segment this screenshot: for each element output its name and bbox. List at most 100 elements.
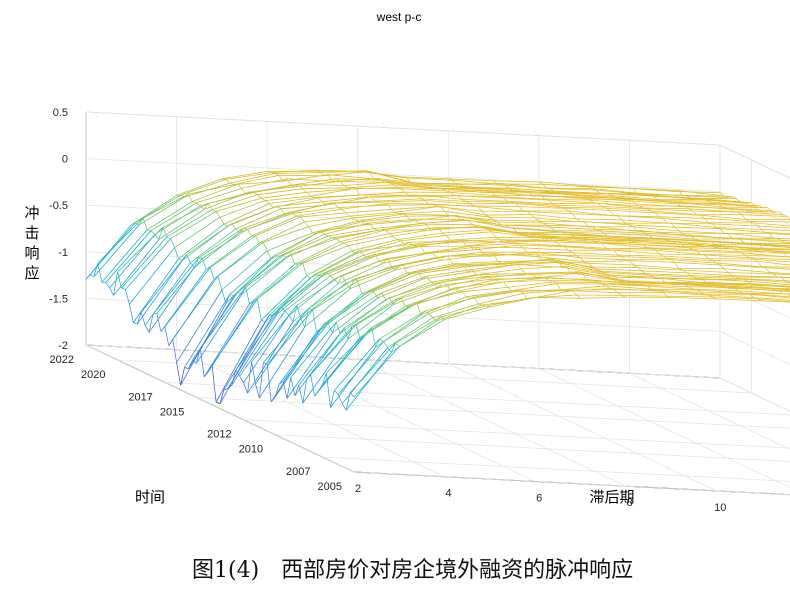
surface-edge xyxy=(280,204,327,210)
figure-caption: 图1(4) 西部房价对房企境外融资的脉冲响应 xyxy=(192,558,634,583)
surface-edge xyxy=(375,198,421,202)
surface-edge xyxy=(298,184,345,186)
surface-edge xyxy=(375,255,380,262)
surface-edge xyxy=(225,179,230,184)
surface-edge xyxy=(424,200,471,205)
surface-edge xyxy=(511,239,516,244)
surface-edge xyxy=(125,238,171,290)
surface-edge xyxy=(335,238,341,242)
surface-edge xyxy=(125,289,130,305)
surface-edge xyxy=(401,188,447,192)
surface-edge xyxy=(337,341,384,395)
surface-edge xyxy=(714,244,760,246)
surface-edge xyxy=(300,318,306,328)
surface-edge xyxy=(353,213,400,219)
surface-edge xyxy=(178,223,225,260)
z-grid-line xyxy=(719,377,790,412)
surface-edge xyxy=(588,262,634,266)
surface-edge xyxy=(580,257,626,261)
surface-edge xyxy=(345,212,351,217)
surface-edge xyxy=(511,202,557,206)
surface-edge xyxy=(737,251,784,253)
surface-edge xyxy=(564,208,610,211)
surface-edge xyxy=(444,210,490,218)
surface-edge xyxy=(255,318,302,385)
surface-edge xyxy=(471,269,477,276)
surface-edge xyxy=(753,297,790,301)
surface-edge xyxy=(351,187,398,190)
surface-edge xyxy=(552,202,599,205)
surface-edge xyxy=(584,185,630,189)
surface-edge xyxy=(442,229,488,234)
surface-edge xyxy=(367,196,413,198)
surface-edge xyxy=(259,221,305,244)
surface-edge xyxy=(743,242,790,245)
surface-edge xyxy=(401,234,447,242)
surface-edge xyxy=(493,180,539,183)
surface-edge xyxy=(432,246,479,253)
surface-edge xyxy=(389,227,435,234)
surface-edge xyxy=(470,291,516,300)
surface-edge xyxy=(391,343,396,353)
surface-edge xyxy=(729,208,776,213)
surface-edge xyxy=(633,264,679,269)
surface-edge xyxy=(672,241,719,247)
surface-edge xyxy=(237,291,242,295)
surface-edge xyxy=(473,244,520,251)
y-grid-line xyxy=(164,381,790,416)
surface-mesh xyxy=(85,169,790,411)
surface-edge xyxy=(749,293,790,299)
surface-edge xyxy=(483,273,530,279)
box-edge xyxy=(719,377,790,412)
surface-edge xyxy=(521,268,526,274)
surface-edge xyxy=(723,268,729,273)
surface-edge xyxy=(518,206,524,212)
surface-edge xyxy=(105,282,110,289)
surface-edge xyxy=(448,255,453,265)
surface-edge xyxy=(347,235,394,247)
surface-edge xyxy=(306,188,352,193)
surface-edge xyxy=(716,298,762,302)
surface-edge xyxy=(306,192,311,197)
surface-edge xyxy=(322,257,368,277)
surface-edge xyxy=(566,266,571,273)
surface-edge xyxy=(562,267,608,276)
y-grid-line xyxy=(196,396,790,429)
surface-edge xyxy=(304,221,309,227)
surface-edge xyxy=(306,250,353,277)
surface-edge xyxy=(446,190,492,193)
surface-edge xyxy=(607,274,654,278)
surface-edge xyxy=(357,280,363,295)
surface-edge xyxy=(704,254,709,259)
surface-edge xyxy=(379,200,425,203)
surface-edge xyxy=(379,338,384,342)
surface-edge xyxy=(239,310,286,377)
surface-edge xyxy=(308,226,313,233)
surface-edge xyxy=(184,367,189,370)
surface-edge xyxy=(334,260,380,280)
surface-edge xyxy=(385,281,431,301)
surface-edge xyxy=(308,278,355,309)
y-tick-label: 2017 xyxy=(128,391,152,403)
surface-edge xyxy=(719,228,725,234)
surface-edge xyxy=(182,225,229,261)
surface-edge xyxy=(257,298,262,321)
surface-edge xyxy=(217,276,223,291)
surface-edge xyxy=(339,180,386,183)
surface-edge xyxy=(223,314,270,391)
surface-edge xyxy=(550,188,555,193)
surface-edge xyxy=(617,292,622,296)
surface-edge xyxy=(716,262,762,268)
surface-edge xyxy=(266,250,272,260)
surface-edge xyxy=(661,278,707,284)
surface-edge xyxy=(156,313,162,332)
surface-edge xyxy=(365,220,412,226)
surface-edge xyxy=(290,238,337,255)
surface-edge xyxy=(144,325,150,333)
surface-edge xyxy=(193,258,199,268)
surface-edge xyxy=(444,306,491,320)
surface-edge xyxy=(338,204,384,208)
surface-edge xyxy=(757,225,790,229)
surface-edge xyxy=(217,241,264,277)
surface-edge xyxy=(654,212,660,218)
